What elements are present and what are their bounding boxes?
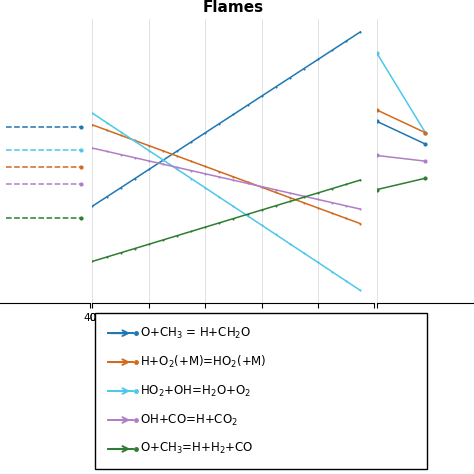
Text: OH+CO=H+CO$_2$: OH+CO=H+CO$_2$ xyxy=(140,412,237,428)
X-axis label: $\kappa/\kappa_{ext}(\%)$: $\kappa/\kappa_{ext}(\%)$ xyxy=(206,328,261,345)
Text: O+CH$_3$ = H+CH$_2$O: O+CH$_3$ = H+CH$_2$O xyxy=(140,326,251,341)
Text: HO$_2$+OH=H$_2$O+O$_2$: HO$_2$+OH=H$_2$O+O$_2$ xyxy=(140,383,251,399)
Text: H+O$_2$(+M)=HO$_2$(+M): H+O$_2$(+M)=HO$_2$(+M) xyxy=(140,354,266,370)
Text: O+CH$_3$=H+H$_2$+CO: O+CH$_3$=H+H$_2$+CO xyxy=(140,441,253,456)
FancyBboxPatch shape xyxy=(95,313,427,469)
Title: Stretched
Flames: Stretched Flames xyxy=(191,0,276,15)
